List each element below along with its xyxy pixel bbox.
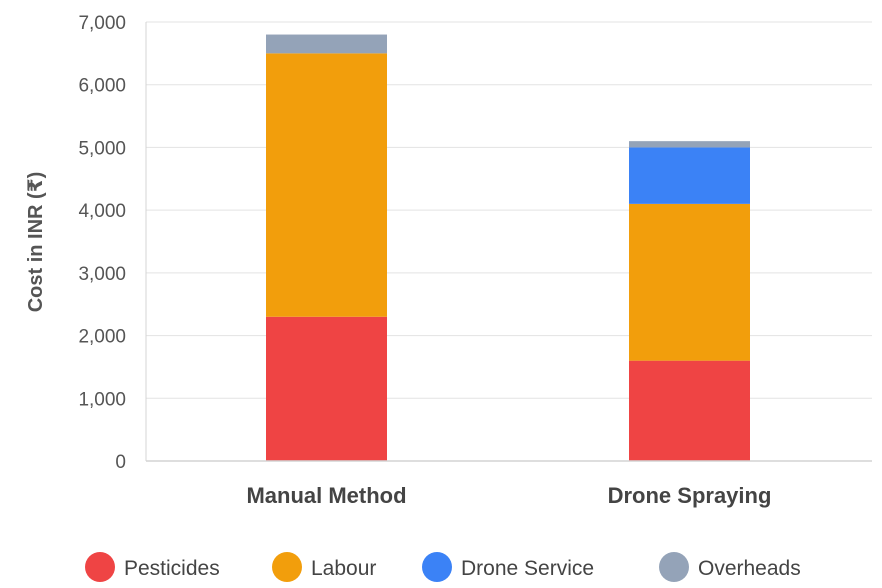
legend: Pesticides Labour Drone Service Overheads — [85, 552, 801, 582]
legend-swatch — [85, 552, 115, 582]
legend-label: Pesticides — [124, 557, 220, 580]
bar-segment-overheads — [629, 141, 750, 148]
y-tick-label: 0 — [115, 452, 126, 473]
y-tick-label: 5,000 — [78, 138, 126, 159]
legend-swatch — [272, 552, 302, 582]
y-tick-label: 3,000 — [78, 264, 126, 285]
y-tick-label: 6,000 — [78, 76, 126, 97]
bar-segment-labour — [266, 53, 387, 317]
y-axis-title: Cost in INR (₹) — [25, 172, 47, 313]
legend-item[interactable]: Labour — [272, 552, 376, 582]
legend-label: Drone Service — [461, 557, 594, 580]
legend-swatch — [659, 552, 689, 582]
bar-segment-drone-service — [629, 147, 750, 204]
legend-label: Overheads — [698, 557, 801, 580]
legend-swatch — [422, 552, 452, 582]
x-category-label: Manual Method — [246, 483, 406, 508]
legend-item[interactable]: Pesticides — [85, 552, 220, 582]
x-category-label: Drone Spraying — [608, 483, 772, 508]
bars — [266, 34, 750, 461]
y-tick-label: 1,000 — [78, 389, 126, 410]
legend-item[interactable]: Overheads — [659, 552, 801, 582]
bar-segment-pesticides — [629, 360, 750, 461]
bar-segment-pesticides — [266, 316, 387, 461]
legend-label: Labour — [311, 557, 376, 580]
bar-segment-overheads — [266, 34, 387, 54]
axes — [145, 22, 872, 462]
y-tick-label: 7,000 — [78, 13, 126, 34]
legend-item[interactable]: Drone Service — [422, 552, 594, 582]
gridlines — [146, 21, 872, 399]
y-axis-ticks: 0 1,000 2,000 3,000 4,000 5,000 6,000 7,000 — [78, 13, 126, 473]
bar-segment-labour — [629, 203, 750, 361]
y-tick-label: 2,000 — [78, 327, 126, 348]
y-tick-label: 4,000 — [78, 201, 126, 222]
x-axis-categories: Manual Method Drone Spraying — [246, 483, 771, 508]
